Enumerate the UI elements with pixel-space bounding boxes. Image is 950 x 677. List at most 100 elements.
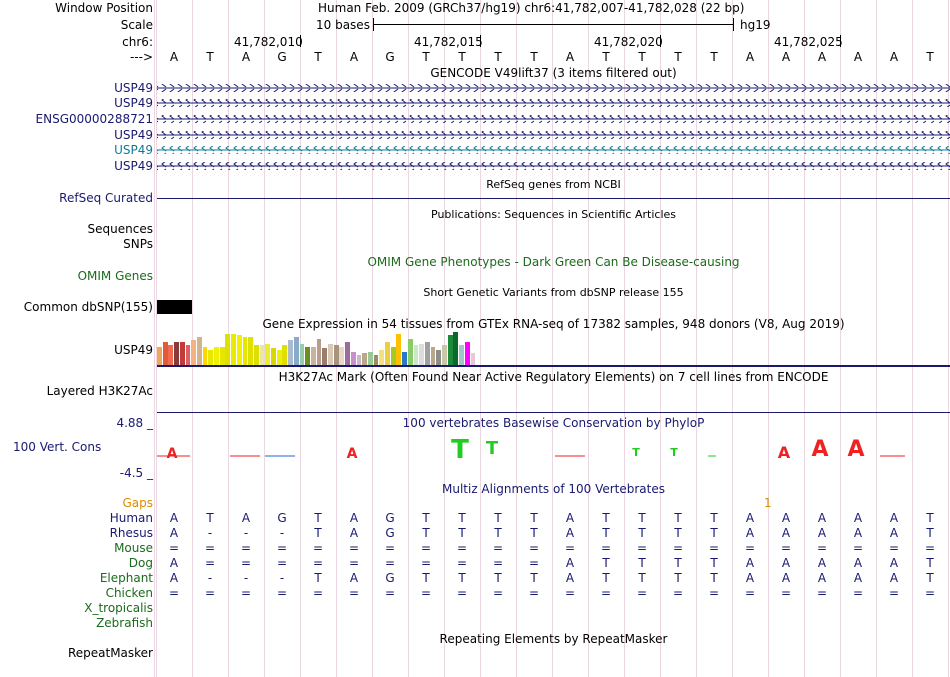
gtex-tissue-bar[interactable] (293, 337, 299, 365)
gtex-tissue-bar[interactable] (419, 344, 425, 365)
gtex-tissue-bar[interactable] (430, 347, 436, 365)
phylop-graph[interactable]: A A T T T T A A A (0, 430, 950, 470)
gtex-tissue-bar[interactable] (219, 347, 225, 365)
multiz-species-label[interactable]: Mouse (114, 541, 153, 555)
dbsnp-title[interactable]: Short Genetic Variants from dbSNP releas… (423, 286, 684, 299)
transcript-line[interactable] (157, 99, 950, 107)
multiz-gap-marker[interactable]: 1 (764, 496, 772, 510)
gtex-tissue-bar[interactable] (157, 347, 162, 365)
h3k27ac-label[interactable]: Layered H3K27Ac (46, 384, 153, 398)
refseq-line[interactable] (157, 198, 950, 199)
gtex-tissue-bar[interactable] (231, 334, 236, 365)
gtex-tissue-bar[interactable] (276, 350, 282, 365)
publications-title[interactable]: Publications: Sequences in Scientific Ar… (431, 208, 676, 221)
position-title[interactable]: Human Feb. 2009 (GRCh37/hg19) chr6:41,78… (318, 1, 745, 15)
gtex-tissue-bar[interactable] (339, 347, 345, 365)
gtex-tissue-bar[interactable] (242, 337, 248, 365)
gtex-tissue-bar[interactable] (424, 342, 430, 365)
transcript-line[interactable] (157, 162, 950, 170)
gtex-tissue-bar[interactable] (168, 345, 174, 365)
gtex-tissue-bar[interactable] (299, 344, 305, 365)
gtex-tissue-bar[interactable] (196, 337, 202, 365)
phylop-title[interactable]: 100 vertebrates Basewise Conservation by… (402, 416, 705, 430)
transcript-line[interactable] (157, 146, 950, 154)
gencode-row-label[interactable]: USP49 (114, 159, 153, 173)
gtex-tissue-bar[interactable] (174, 342, 179, 365)
phylop-label[interactable]: 100 Vert. Cons (13, 440, 102, 454)
gtex-tissue-bar[interactable] (402, 352, 407, 365)
gtex-tissue-bar[interactable] (185, 345, 191, 365)
omim-label[interactable]: OMIM Genes (77, 269, 153, 283)
multiz-species-label[interactable]: X_tropicalis (84, 601, 153, 615)
gtex-tissue-bar[interactable] (396, 334, 402, 365)
gtex-tissue-bar[interactable] (350, 352, 356, 365)
multiz-title[interactable]: Multiz Alignments of 100 Vertebrates (441, 482, 666, 496)
gtex-tissue-bar[interactable] (459, 345, 464, 365)
gencode-row-label[interactable]: ENSG00000288721 (35, 112, 153, 126)
transcript-line[interactable] (157, 131, 950, 139)
gtex-tissue-bar[interactable] (282, 345, 288, 365)
gtex-tissue-bar[interactable] (248, 337, 254, 365)
gtex-tissue-bar[interactable] (345, 342, 350, 365)
gtex-tissue-bar[interactable] (407, 339, 413, 365)
gtex-gene-label[interactable]: USP49 (114, 343, 153, 357)
gtex-tissue-bar[interactable] (310, 347, 316, 365)
gtex-tissue-bar[interactable] (236, 335, 242, 365)
gtex-tissue-bar[interactable] (191, 340, 197, 365)
gtex-tissue-bar[interactable] (453, 332, 459, 365)
multiz-gaps-label[interactable]: Gaps (122, 496, 153, 510)
gencode-row-label[interactable]: USP49 (114, 81, 153, 95)
gtex-tissue-bar[interactable] (385, 342, 390, 365)
gtex-tissue-bar[interactable] (305, 347, 311, 365)
gtex-tissue-bar[interactable] (208, 350, 214, 365)
gtex-tissue-bar[interactable] (367, 352, 373, 365)
refseq-label[interactable]: RefSeq Curated (59, 191, 153, 205)
gencode-row-label[interactable]: USP49 (114, 143, 153, 157)
gtex-tissue-bar[interactable] (464, 342, 470, 365)
dbsnp-variant-block[interactable] (157, 300, 192, 314)
multiz-species-label[interactable]: Zebrafish (96, 616, 153, 630)
gtex-tissue-bar[interactable] (379, 350, 385, 365)
multiz-species-label[interactable]: Elephant (99, 571, 153, 585)
publications-sequences-label[interactable]: Sequences (87, 222, 153, 236)
gencode-title[interactable]: GENCODE V49lift37 (3 items filtered out) (430, 66, 677, 80)
refseq-subtitle[interactable]: RefSeq genes from NCBI (486, 178, 621, 191)
h3k27ac-title[interactable]: H3K27Ac Mark (Often Found Near Active Re… (278, 370, 829, 384)
gtex-tissue-bar[interactable] (316, 339, 322, 365)
gencode-row-label[interactable]: USP49 (114, 128, 153, 142)
gtex-tissue-bar[interactable] (214, 347, 219, 365)
gtex-tissue-bar[interactable] (390, 347, 396, 365)
gtex-tissue-bar[interactable] (328, 344, 333, 365)
omim-title[interactable]: OMIM Gene Phenotypes - Dark Green Can Be… (367, 255, 740, 269)
transcript-line[interactable] (157, 115, 950, 123)
gtex-title[interactable]: Gene Expression in 54 tissues from GTEx … (262, 317, 845, 331)
gencode-transcripts[interactable] (0, 0, 950, 200)
repeatmasker-label[interactable]: RepeatMasker (67, 646, 153, 660)
transcript-line[interactable] (157, 84, 950, 92)
gtex-tissue-bar[interactable] (436, 350, 442, 365)
gencode-row-label[interactable]: USP49 (114, 96, 153, 110)
gtex-tissue-bar[interactable] (162, 342, 168, 365)
gtex-tissue-bar[interactable] (225, 334, 231, 365)
gtex-tissue-bar[interactable] (356, 355, 362, 365)
gtex-tissue-bar[interactable] (373, 355, 379, 365)
multiz-species-label[interactable]: Rhesus (109, 526, 153, 540)
gtex-tissue-bar[interactable] (470, 353, 476, 365)
publications-snps-label[interactable]: SNPs (123, 237, 153, 251)
gtex-tissue-bar[interactable] (253, 345, 259, 365)
gtex-tissue-bar[interactable] (333, 345, 339, 365)
gtex-tissue-bar[interactable] (271, 348, 276, 365)
gtex-tissue-bar[interactable] (447, 335, 453, 365)
multiz-species-label[interactable]: Human (109, 511, 153, 525)
gtex-tissue-bar[interactable] (288, 340, 293, 365)
dbsnp-label[interactable]: Common dbSNP(155) (23, 300, 153, 314)
gtex-tissue-bar[interactable] (362, 353, 368, 365)
gtex-tissue-bar[interactable] (202, 347, 208, 365)
gtex-tissue-bar[interactable] (265, 344, 271, 365)
gtex-tissue-bar[interactable] (442, 345, 447, 365)
gtex-tissue-bar[interactable] (322, 348, 328, 365)
gtex-tissue-bar[interactable] (259, 345, 265, 365)
multiz-species-label[interactable]: Chicken (105, 586, 153, 600)
repeatmasker-title[interactable]: Repeating Elements by RepeatMasker (439, 632, 668, 646)
multiz-species-label[interactable]: Dog (128, 556, 153, 570)
